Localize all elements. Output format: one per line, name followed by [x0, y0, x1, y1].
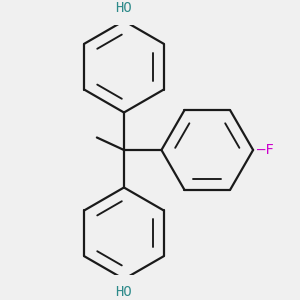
Text: —F: —F [257, 143, 274, 157]
Text: HO: HO [116, 1, 132, 15]
Text: HO: HO [116, 285, 132, 299]
